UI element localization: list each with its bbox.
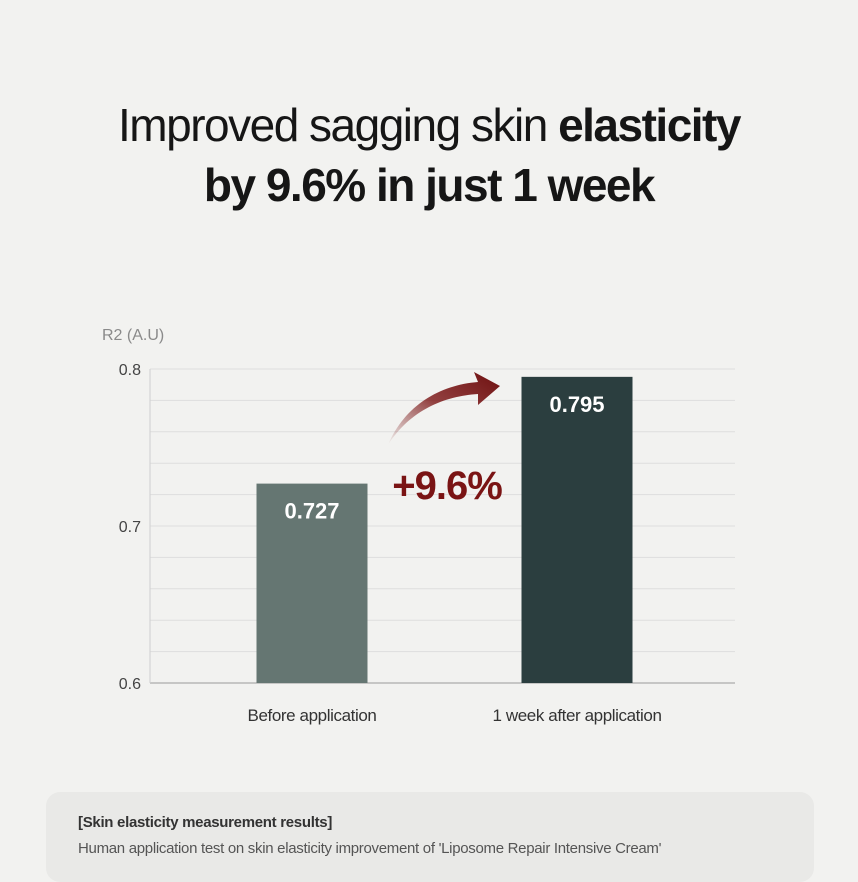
y-axis-label: R2 (A.U) bbox=[102, 327, 164, 344]
bar-value-label: 0.795 bbox=[549, 392, 604, 417]
note-text: Human application test on skin elasticit… bbox=[78, 840, 662, 857]
increase-arrow-icon bbox=[388, 372, 500, 445]
y-tick-label: 0.8 bbox=[119, 362, 141, 379]
headline-bold: elasticity bbox=[558, 99, 741, 151]
note-heading: [Skin elasticity measurement results] bbox=[78, 814, 333, 831]
x-category-label: 1 week after application bbox=[492, 706, 661, 725]
headline-regular: Improved sagging skin bbox=[118, 99, 559, 151]
x-category-label: Before application bbox=[248, 706, 377, 725]
increase-annotation: +9.6% bbox=[392, 464, 502, 508]
bar-chart: 0.6 0.7 0.8 0.727 Before application 0.795 1 … bbox=[102, 327, 735, 725]
measurement-note: [Skin elasticity measurement results] Hu… bbox=[46, 792, 814, 882]
y-tick-label: 0.7 bbox=[119, 519, 141, 536]
bar bbox=[521, 376, 633, 683]
y-tick-label: 0.6 bbox=[119, 676, 141, 693]
headline: Improved sagging skin elasticity by 9.6%… bbox=[0, 95, 858, 215]
bar-value-label: 0.727 bbox=[284, 499, 339, 524]
headline-line2: by 9.6% in just 1 week bbox=[203, 159, 656, 211]
bar bbox=[256, 483, 368, 683]
